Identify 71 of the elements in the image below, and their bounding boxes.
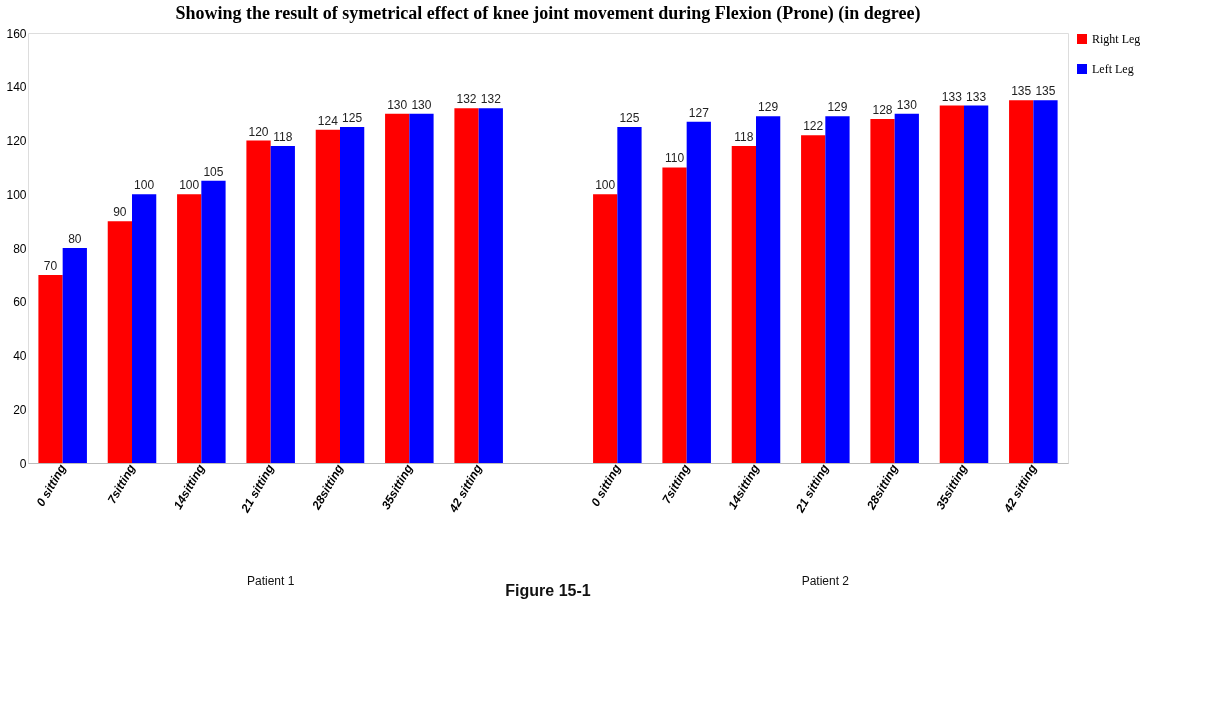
bar [454, 108, 479, 463]
data-label: 130 [896, 97, 918, 112]
data-label: 100 [595, 178, 616, 193]
bar [731, 145, 756, 463]
bar [593, 194, 618, 463]
caption: Figure 15-1 [505, 582, 591, 599]
data-label: 130 [387, 97, 408, 112]
bar [107, 221, 132, 463]
legend-label: Right Leg [1092, 32, 1141, 46]
data-label: 135 [1035, 84, 1056, 99]
bar [939, 105, 964, 463]
legend-label: Left Leg [1092, 62, 1134, 76]
data-label: 105 [203, 164, 224, 179]
bar [246, 140, 271, 463]
data-label: 80 [68, 232, 82, 246]
bar [340, 127, 365, 463]
bar [62, 248, 87, 463]
data-label: 125 [342, 111, 363, 126]
bar [315, 129, 340, 463]
text: Patient 1 [246, 574, 295, 588]
bar [894, 113, 919, 463]
text: Patient 2 [801, 574, 850, 588]
bar [385, 113, 410, 463]
bar [756, 116, 781, 463]
data-label: 129 [758, 100, 779, 115]
data-label: 133 [966, 89, 987, 104]
bar [478, 108, 503, 463]
data-label: 120 [248, 124, 269, 139]
y-tick-label: 20 [13, 402, 27, 417]
chart-title: Showing the result of symetrical effect of knee joint movement during Flexion (Prone) (in degree) [175, 3, 921, 24]
y-tick-label: 120 [6, 134, 27, 148]
data-label: 118 [273, 129, 293, 144]
data-label: 128 [872, 103, 893, 117]
y-tick-label: 160 [6, 26, 27, 41]
bar [38, 274, 63, 463]
data-label: 127 [688, 105, 710, 120]
y-tick-label: 40 [13, 349, 27, 363]
data-label: 130 [411, 97, 432, 112]
data-label: 129 [827, 100, 848, 115]
bar [870, 119, 895, 463]
bar [132, 194, 157, 463]
bar [662, 167, 687, 463]
y-tick-label: 140 [6, 80, 27, 95]
data-label: 100 [134, 178, 155, 193]
bar [686, 121, 711, 463]
data-label: 132 [480, 92, 502, 107]
bar [1009, 100, 1034, 463]
bar [177, 194, 202, 463]
data-label: 110 [664, 151, 685, 166]
y-tick-label: 100 [6, 187, 27, 202]
bar [801, 135, 826, 463]
y-tick-label: 60 [13, 295, 27, 310]
y-tick-label: 80 [13, 241, 27, 256]
data-label: 125 [619, 111, 640, 126]
data-label: 90 [113, 205, 127, 220]
data-label: 124 [317, 113, 339, 128]
data-label: 70 [43, 258, 58, 273]
bar [201, 180, 226, 463]
data-label: 100 [179, 178, 200, 193]
bar [409, 113, 434, 463]
y-tick-label: 0 [19, 456, 27, 471]
bar [964, 105, 989, 463]
bar [825, 116, 850, 463]
data-label: 133 [941, 89, 963, 104]
data-label: 135 [1011, 84, 1032, 99]
data-label: 118 [734, 129, 754, 144]
bar [617, 127, 642, 463]
data-label: 132 [456, 92, 477, 107]
bar [270, 145, 295, 463]
bar [1033, 100, 1058, 463]
data-label: 122 [803, 119, 824, 134]
